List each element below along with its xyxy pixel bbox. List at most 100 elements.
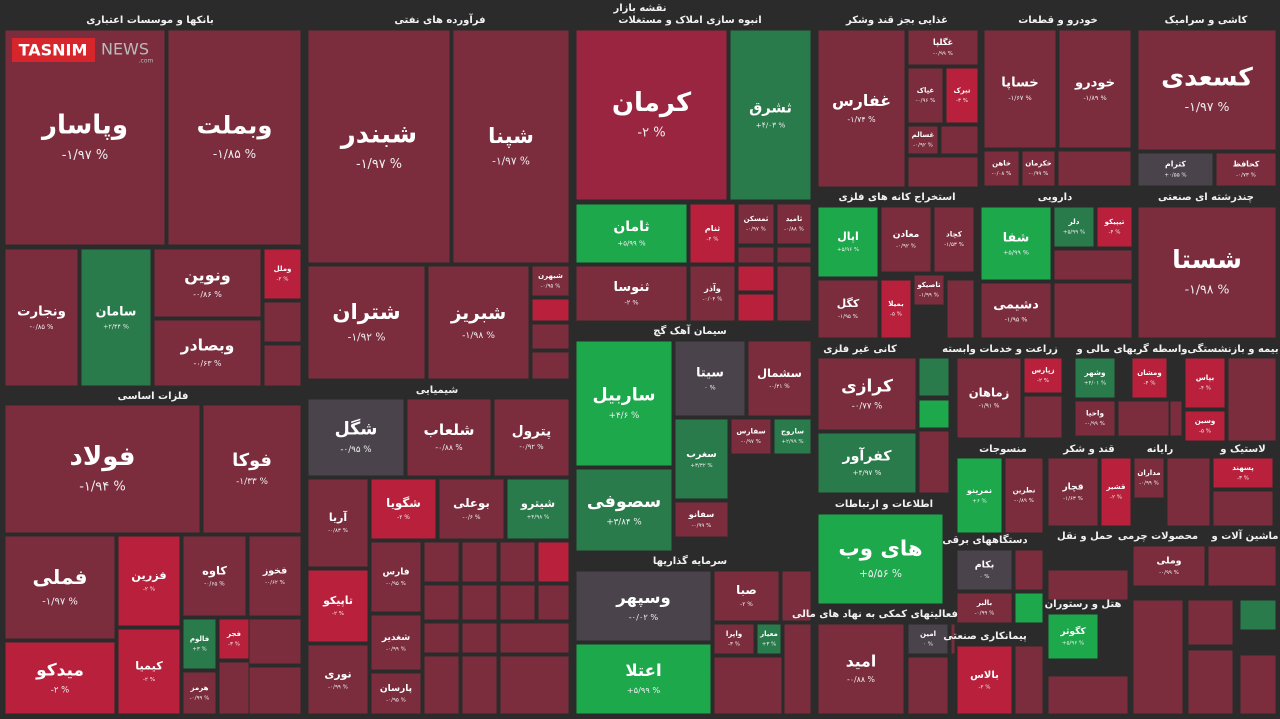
tile-name: بالاس: [970, 670, 999, 681]
tile-change: -۰/۹۹ %: [1159, 570, 1179, 576]
tile-name: هرمز: [190, 684, 209, 692]
tile-change: -۰/۸۳ %: [328, 528, 348, 534]
tile-change: -۰/۸۸ %: [435, 443, 462, 452]
tile-name: ثمسکن: [744, 215, 769, 223]
tile-change: +۵/۹۹ %: [1063, 230, 1085, 236]
tile-name: صبا: [736, 583, 757, 597]
tile: [1074, 357, 1116, 399]
tile-change: -۲ %: [51, 685, 69, 695]
tile: [880, 279, 912, 339]
sector-header: لاستیک و: [1219, 444, 1265, 455]
tile-change: -۱/۹۵ %: [1005, 316, 1028, 323]
tile-name: سشمال: [757, 366, 802, 380]
tile: [674, 418, 729, 500]
tile-name: قچار: [1061, 483, 1083, 493]
tile: [945, 67, 979, 124]
tile-name: شگویا: [386, 496, 421, 511]
tile-change: -۰/۹۷ %: [741, 439, 761, 445]
tile: [1100, 457, 1132, 527]
tile-change: -۱/۹۸ %: [1185, 282, 1230, 297]
tile: [1184, 357, 1226, 409]
tile: [531, 265, 570, 297]
logo-domain: .com: [139, 58, 154, 65]
tile-name: ومشان: [1137, 369, 1161, 377]
tile-change: -۰/۷۷ %: [852, 401, 882, 411]
tile: [4, 535, 116, 640]
tile-name: فالوم: [190, 635, 210, 643]
tile-change: -۰/۹۵ %: [386, 581, 406, 587]
tile-name: قشیر: [1106, 483, 1126, 491]
tile-name: پترول: [512, 423, 551, 439]
tile-change: -۳ %: [1237, 475, 1249, 481]
filler-tile: [263, 301, 302, 343]
tile-change: -۰/۸۸ %: [847, 675, 875, 684]
tile: [729, 29, 812, 201]
sector-header: دارویی: [1038, 192, 1072, 203]
tile: [438, 478, 505, 540]
filler-tile: [1212, 490, 1274, 527]
tile-change: ۰ %: [980, 574, 990, 580]
tile: [182, 618, 217, 670]
filler-tile: [423, 541, 460, 583]
sector-header: فرآورده های نفتی: [394, 13, 485, 26]
tile-change: -۰/۹۹ %: [328, 685, 348, 691]
logo-name: TASNIM: [19, 41, 88, 60]
tile-change: -۰/۹۲ %: [913, 142, 933, 148]
tile-change: -۱/۹۷ %: [356, 157, 402, 172]
tile-name: ثنوسا: [613, 280, 649, 295]
filler-tile: [776, 265, 812, 322]
tile-name: ساربیل: [593, 386, 656, 406]
tile-change: -۰/۰۲ %: [629, 612, 659, 622]
logo-box: [12, 38, 95, 62]
filler-tile: [248, 618, 302, 665]
tile-change: -۰/۹۹ %: [975, 610, 995, 616]
tile-name: دلر: [1068, 217, 1080, 226]
tile-name: ونجارت: [17, 305, 66, 320]
filler-tile: [1166, 457, 1211, 527]
tile-name: سفارس: [736, 427, 765, 436]
tile-change: +۵/۹۶ %: [837, 247, 859, 253]
tile: [980, 206, 1052, 281]
tile: [307, 265, 426, 380]
tile: [1137, 29, 1277, 151]
sector-header: شیمیایی: [416, 385, 458, 396]
tile-change: +۲/۹۹ %: [781, 439, 803, 445]
tile: [737, 203, 775, 245]
tile-name: کچاد: [946, 230, 963, 239]
filler-tile: [1187, 599, 1234, 646]
tile: [983, 29, 1057, 149]
tile-name: فارس: [382, 568, 409, 578]
tile-change: +۴/۹۷ %: [853, 468, 882, 477]
tile-name: خکرمان: [1025, 160, 1051, 168]
tile-name: خاهن: [992, 160, 1011, 168]
tile: [307, 644, 369, 715]
tile-name: کفرآور: [841, 447, 892, 465]
tile-change: +۵/۹۹ %: [627, 685, 661, 695]
filler-tile: [499, 541, 536, 583]
tile-name: فملی: [33, 565, 88, 589]
tile: [575, 643, 712, 715]
tile-change: +۳/۸۴ %: [606, 518, 641, 528]
tile: [1047, 457, 1099, 527]
tile-name: کگوثر: [1059, 625, 1086, 637]
tile-change: +۰/۵۵ %: [1164, 172, 1186, 178]
sector-header: بانکها و موسسات اعتباری: [86, 15, 213, 26]
tile-name: واپرا: [726, 629, 742, 638]
tile-name: شغدیر: [381, 633, 410, 643]
tile: [956, 645, 1013, 715]
sector-header: انبوه سازی املاک و مستغلات: [618, 15, 761, 26]
tile: [307, 29, 451, 264]
tile: [1133, 457, 1165, 499]
tile-name: کاوه: [202, 563, 227, 578]
tile: [202, 404, 302, 534]
tile-name: کسعدی: [1161, 63, 1253, 92]
tile-name: وشهر: [1084, 368, 1106, 377]
tile: [1096, 206, 1133, 248]
tile: [370, 672, 422, 715]
tile: [427, 265, 530, 380]
tile: [817, 279, 879, 339]
filler-tile: [737, 246, 775, 264]
tile-name: نمرینو: [966, 485, 992, 496]
tile-change: -۵ %: [890, 311, 902, 317]
filler-tile: [918, 399, 950, 429]
